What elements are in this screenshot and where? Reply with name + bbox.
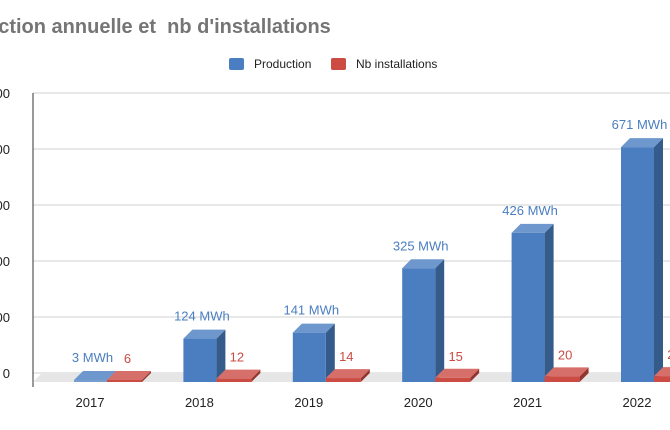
data-label-production: 325 MWh	[393, 238, 449, 253]
legend: Production Nb installations	[0, 57, 670, 75]
data-label-production: 141 MWh	[283, 303, 339, 318]
bar-production	[621, 147, 654, 382]
bar-installations	[435, 377, 471, 382]
data-label-installations: 14	[339, 349, 353, 364]
data-label-installations: 21	[667, 347, 670, 362]
data-label-production: 124 MWh	[174, 309, 230, 324]
bar-installations	[216, 378, 252, 382]
legend-item-nb-installations: Nb installations	[331, 57, 437, 71]
x-tick-label: 2018	[185, 395, 214, 410]
bar-installations-top	[654, 367, 670, 377]
bar-installations	[325, 378, 361, 382]
chart-title: uction annuelle et nb d'installations	[0, 16, 331, 38]
bar-installations-side	[470, 368, 480, 382]
legend-item-production: Production	[229, 57, 311, 71]
bar-installations	[107, 380, 142, 382]
y-tick-label: 0	[3, 366, 10, 381]
x-tick-label: 2022	[623, 395, 652, 410]
bar-installations-side	[251, 369, 261, 382]
bar-installations-top	[325, 369, 370, 379]
bar-production-side	[654, 138, 663, 382]
y-tick-label: 00	[0, 86, 10, 101]
x-tick-label: 2020	[404, 395, 433, 410]
bar-production-top	[511, 223, 554, 233]
bar-installations	[654, 376, 670, 382]
bar-installations	[544, 376, 580, 382]
bar-installations-top	[435, 368, 480, 378]
legend-swatch-production	[229, 58, 244, 70]
y-tick-label: 00	[0, 254, 10, 269]
bar-production	[74, 380, 107, 382]
data-label-production: 426 MWh	[502, 203, 558, 218]
x-tick-label: 2019	[294, 395, 323, 410]
data-label-production: 671 MWh	[612, 117, 668, 132]
y-tick-label: 00	[0, 198, 10, 213]
data-label-production: 3 MWh	[72, 350, 113, 365]
bar-production-side	[544, 223, 554, 382]
x-tick-label: 2021	[513, 395, 542, 410]
bar-installations-side	[360, 369, 370, 382]
bar-production	[402, 268, 436, 382]
bar-installations-side	[579, 367, 589, 382]
bar-installations-top	[107, 371, 151, 380]
legend-label-production: Production	[254, 57, 312, 71]
data-label-installations: 15	[448, 349, 462, 364]
x-tick-label: 2017	[76, 395, 105, 410]
bar-production-top	[292, 323, 335, 333]
bar-installations-side	[142, 371, 151, 382]
bar-production-top	[183, 329, 226, 339]
bar-installations-top	[216, 369, 261, 379]
y-tick-label: 00	[0, 310, 10, 325]
data-label-installations: 6	[124, 351, 131, 366]
bar-production	[183, 338, 217, 382]
y-tick-label: 00	[0, 142, 10, 157]
data-label-installations: 20	[558, 347, 572, 362]
bar-production-top	[621, 138, 663, 148]
data-label-installations: 12	[230, 350, 244, 365]
bar-production-top	[74, 371, 116, 380]
legend-label-nb-installations: Nb installations	[356, 57, 438, 71]
legend-swatch-nb-installations	[331, 58, 346, 70]
bar-production	[511, 232, 545, 382]
bar-installations-top	[544, 367, 589, 377]
bar-production-side	[435, 259, 445, 382]
bar-production-side	[216, 329, 226, 382]
bar-production-top	[402, 259, 445, 269]
bar-production-side	[325, 323, 335, 382]
bar-production	[292, 332, 326, 382]
